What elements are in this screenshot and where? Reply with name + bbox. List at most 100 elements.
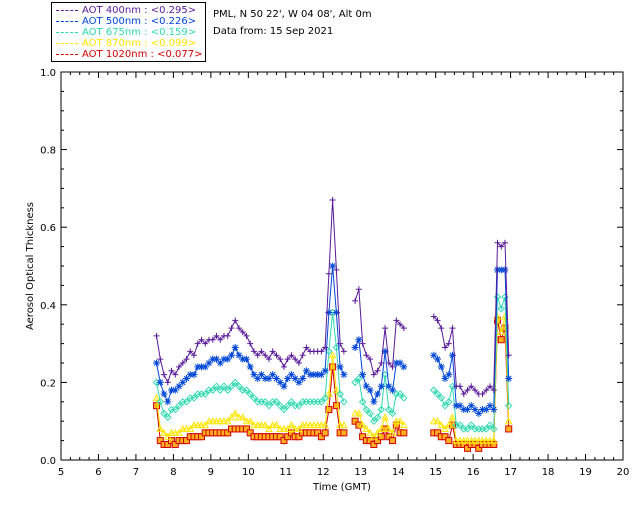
data-point: [460, 406, 468, 414]
data-point: [288, 352, 295, 359]
data-point: [242, 355, 250, 363]
data-point: [283, 424, 292, 432]
data-point: [392, 359, 400, 367]
data-point: [463, 436, 472, 444]
data-point: [433, 417, 442, 425]
data-point: [437, 421, 446, 429]
data-point: [179, 360, 186, 366]
data-point: [332, 402, 340, 410]
series-aot675: [152, 293, 513, 433]
data-point: [358, 421, 367, 429]
data-point: [292, 356, 299, 363]
data-point: [355, 286, 362, 293]
series-line: [156, 199, 345, 384]
data-point: [280, 382, 288, 390]
data-point: [164, 398, 172, 406]
data-point: [303, 344, 310, 351]
data-point: [490, 387, 497, 394]
data-point: [306, 371, 314, 379]
data-point: [212, 382, 221, 390]
data-point: [340, 429, 348, 437]
data-point: [385, 382, 393, 390]
data-point: [161, 371, 168, 378]
data-point: [201, 390, 209, 398]
data-point: [370, 432, 378, 440]
series-aot1020: [153, 316, 513, 452]
data-point: [505, 425, 513, 433]
data-point: [190, 421, 198, 429]
data-point: [381, 413, 389, 421]
data-point: [355, 409, 363, 417]
data-point: [160, 428, 168, 436]
data-point: [374, 437, 382, 445]
data-point: [430, 313, 437, 320]
data-point: [400, 429, 408, 437]
data-point: [392, 417, 401, 425]
legend-item-400: AOT 400nm : <0.295>: [56, 5, 196, 17]
x-axis-title: Time (GMT): [312, 482, 371, 493]
data-point: [367, 356, 374, 363]
data-point: [441, 375, 449, 383]
data-point: [227, 351, 235, 359]
data-point: [156, 437, 164, 445]
data-point: [164, 440, 172, 448]
data-point: [246, 363, 254, 371]
data-point: [437, 394, 445, 402]
data-point: [340, 421, 348, 429]
x-tick-label: 6: [95, 467, 101, 478]
x-tick-label: 18: [542, 467, 555, 478]
data-point: [340, 371, 348, 379]
data-point: [276, 378, 284, 386]
data-point: [250, 371, 258, 379]
data-point: [378, 360, 385, 366]
data-point: [164, 413, 172, 422]
x-tick-label: 12: [317, 467, 330, 478]
data-point: [238, 413, 247, 421]
data-point: [471, 406, 479, 414]
data-point: [314, 371, 322, 379]
data-point: [302, 367, 310, 375]
data-point: [359, 371, 367, 379]
data-point: [176, 363, 183, 370]
data-point: [231, 378, 239, 387]
data-point: [198, 363, 205, 371]
data-point: [261, 375, 269, 383]
data-point: [445, 340, 452, 347]
data-point: [434, 317, 441, 324]
data-point: [396, 390, 404, 398]
data-point: [284, 433, 292, 441]
x-tick-label: 13: [354, 467, 367, 478]
data-point: [475, 409, 483, 417]
y-tick-label: 0.8: [40, 146, 56, 157]
data-point: [393, 317, 400, 324]
data-point: [497, 304, 505, 313]
data-point: [329, 197, 336, 204]
data-point: [254, 375, 262, 383]
data-point: [497, 327, 506, 335]
data-point: [389, 437, 397, 445]
series-line: [433, 269, 510, 415]
data-point: [494, 239, 501, 246]
data-point: [220, 355, 228, 363]
legend-label-500: AOT 500nm : <0.226>: [82, 16, 197, 27]
data-point: [456, 402, 464, 410]
data-point: [467, 402, 475, 410]
data-point: [362, 424, 371, 432]
data-point: [430, 386, 438, 394]
data-point: [490, 406, 498, 414]
station-info: PML, N 50 22', W 04 08', Alt 0m: [213, 9, 372, 20]
x-tick-label: 11: [279, 467, 292, 478]
data-point: [183, 437, 191, 445]
data-point: [332, 309, 340, 317]
data-point: [280, 363, 287, 370]
data-point: [194, 363, 202, 371]
data-point: [287, 421, 296, 429]
data-point: [235, 351, 243, 359]
data-point: [253, 421, 262, 429]
data-point: [299, 375, 307, 383]
data-point: [388, 428, 397, 436]
data-point: [224, 355, 232, 363]
data-point: [475, 444, 483, 452]
data-point: [257, 371, 265, 379]
